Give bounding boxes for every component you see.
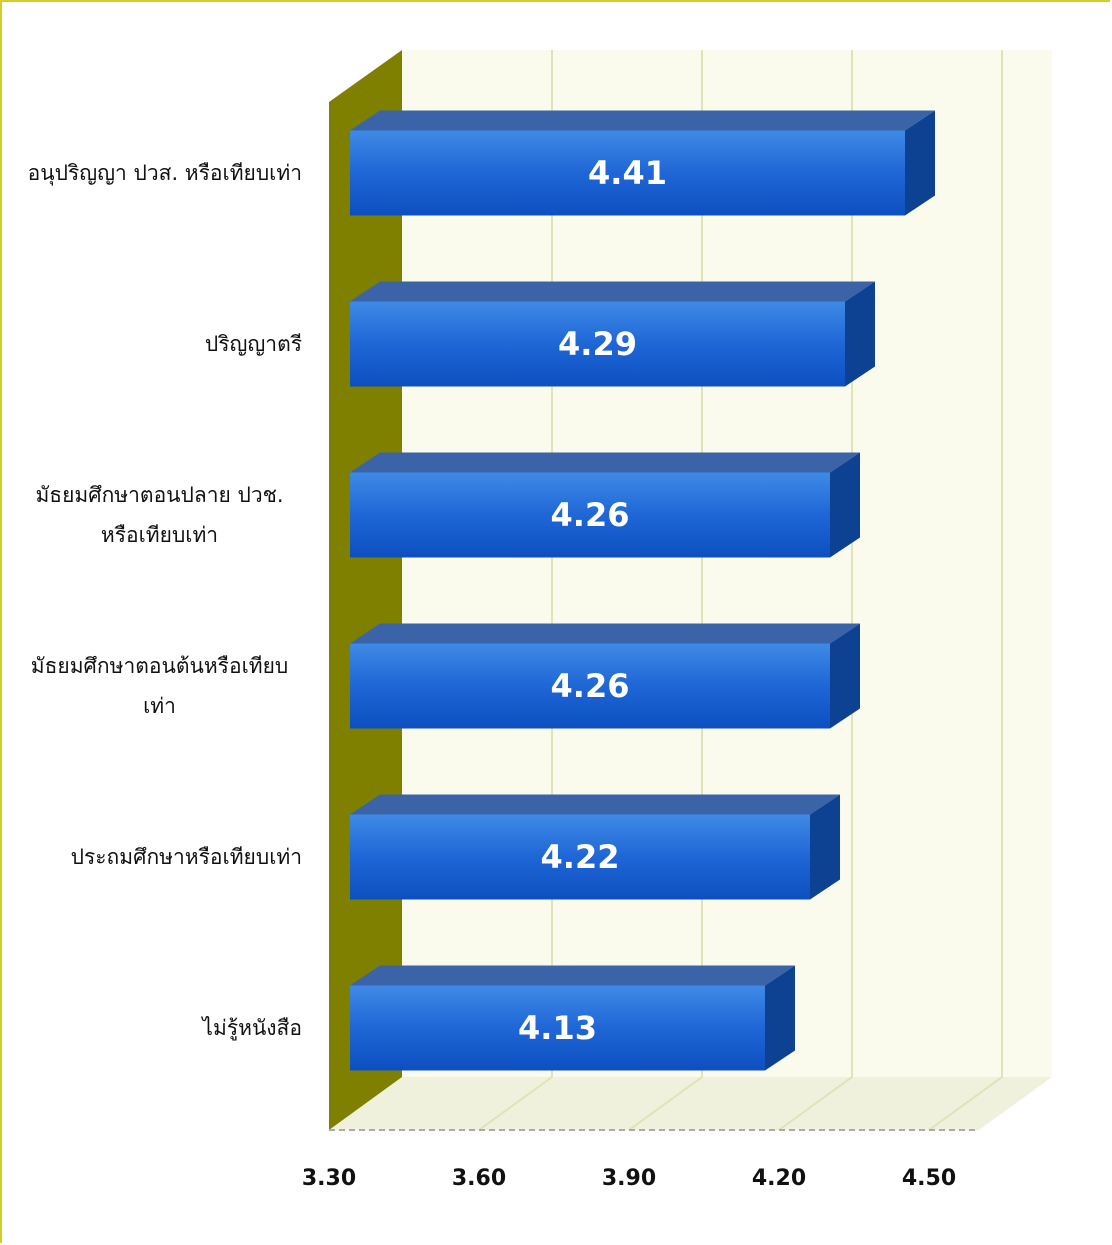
category-label-box: ไม่รู้หนังสือ bbox=[12, 968, 302, 1088]
floor bbox=[329, 1077, 1052, 1130]
bar bbox=[350, 794, 840, 900]
category-label-box: ประถมศึกษาหรือเทียบเท่า bbox=[12, 797, 302, 917]
grid-line bbox=[778, 50, 853, 1131]
bar-front bbox=[350, 301, 845, 387]
x-tick-label: 3.90 bbox=[602, 1166, 656, 1191]
category-label-box: มัธยมศึกษาตอนต้นหรือเทียบเท่า bbox=[12, 626, 302, 746]
grid-line bbox=[478, 50, 553, 1131]
category-label-box: ปริญญาตรี bbox=[12, 284, 302, 404]
value-label: 4.13 bbox=[518, 1009, 597, 1047]
bar-top bbox=[350, 794, 840, 815]
bar-front bbox=[350, 814, 810, 900]
bar-front bbox=[350, 130, 905, 216]
value-label: 4.26 bbox=[551, 496, 630, 534]
category-label: ประถมศึกษาหรือเทียบเท่า bbox=[70, 845, 302, 869]
bar-side bbox=[905, 110, 935, 216]
category-label: มัธยมศึกษาตอนปลาย ปวช. หรือเทียบเท่า bbox=[35, 483, 284, 547]
bar bbox=[350, 281, 875, 387]
grid-line bbox=[928, 50, 1003, 1131]
bar-front bbox=[350, 643, 830, 729]
x-tick-label: 4.50 bbox=[902, 1166, 956, 1191]
bar-top bbox=[350, 452, 860, 473]
bar-top bbox=[350, 110, 935, 131]
bar-side bbox=[845, 281, 875, 387]
bar-side bbox=[810, 794, 840, 900]
bar-side bbox=[830, 452, 860, 558]
bar bbox=[350, 110, 935, 216]
grid-line bbox=[628, 50, 703, 1131]
value-label: 4.22 bbox=[541, 838, 620, 876]
bar-side bbox=[765, 965, 795, 1071]
category-label: อนุปริญญา ปวส. หรือเทียบเท่า bbox=[27, 161, 302, 185]
bar bbox=[350, 452, 860, 558]
x-tick-label: 3.30 bbox=[302, 1166, 356, 1191]
category-label: ปริญญาตรี bbox=[204, 332, 302, 356]
category-label-box: อนุปริญญา ปวส. หรือเทียบเท่า bbox=[12, 113, 302, 233]
bar bbox=[350, 623, 860, 729]
bar-side bbox=[830, 623, 860, 729]
x-tick-label: 3.60 bbox=[452, 1166, 506, 1191]
category-label: ไม่รู้หนังสือ bbox=[202, 1016, 302, 1040]
value-label: 4.41 bbox=[588, 154, 667, 192]
bar-top bbox=[350, 281, 875, 302]
bar-top bbox=[350, 965, 795, 986]
category-label: มัธยมศึกษาตอนต้นหรือเทียบเท่า bbox=[30, 654, 289, 718]
category-label-box: มัธยมศึกษาตอนปลาย ปวช. หรือเทียบเท่า bbox=[12, 455, 302, 575]
bar-front bbox=[350, 985, 765, 1071]
value-label: 4.26 bbox=[551, 667, 630, 705]
bar bbox=[350, 965, 795, 1071]
bar-front bbox=[350, 472, 830, 558]
bar-top bbox=[350, 623, 860, 644]
x-tick-label: 4.20 bbox=[752, 1166, 806, 1191]
value-label: 4.29 bbox=[558, 325, 637, 363]
